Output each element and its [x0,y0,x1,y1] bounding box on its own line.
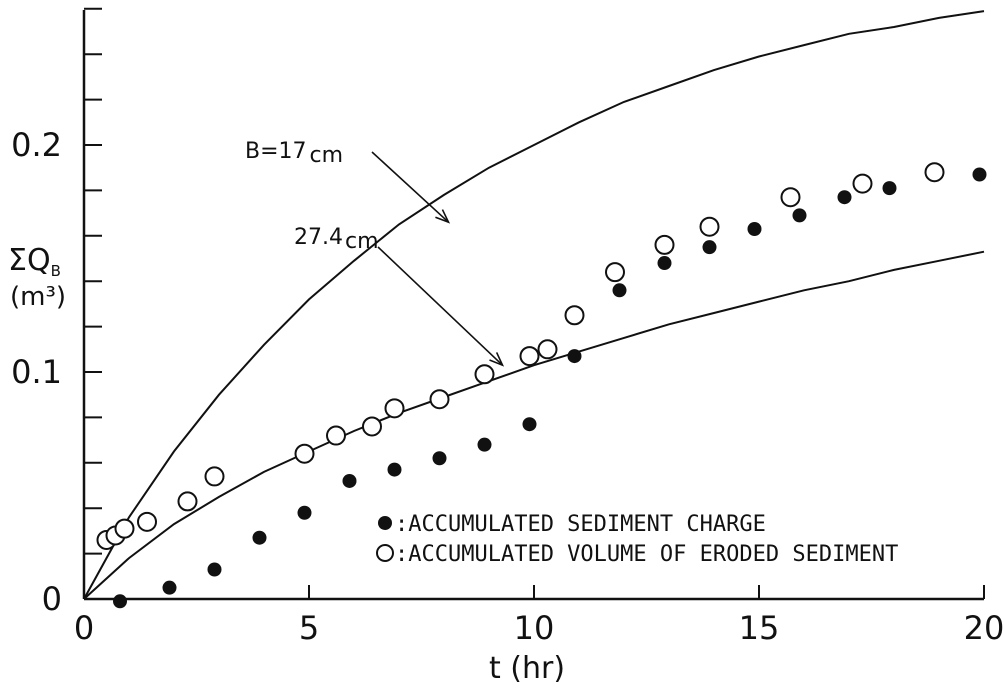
y-tick-labels: 0 0.1 0.2 [11,126,62,618]
point-sediment-charge [113,594,127,609]
point-sediment-charge [702,240,717,255]
y-axis-label-symbol: ΣQ [8,243,51,278]
point-sediment-charge [342,473,357,488]
curve-label-arrows [371,151,505,367]
point-sediment-charge [162,580,177,595]
y-tick-label-0: 0 [42,580,62,618]
point-sediment-charge [432,451,447,466]
point-sediment-charge [207,562,222,577]
curve-label-b274-unit: cm [345,229,379,254]
point-eroded-volume [537,339,558,360]
point-sediment-charge [612,283,627,298]
point-eroded-volume [852,173,873,194]
point-sediment-charge [522,417,537,432]
model-curve-1 [83,250,985,600]
point-eroded-volume [699,216,720,237]
data-points [96,162,987,609]
y-axis-label-unit: (m³) [10,282,66,312]
point-sediment-charge [837,190,852,205]
legend-label-eroded-volume: :ACCUMULATED VOLUME OF ERODED SEDIMENT [395,542,898,567]
point-eroded-volume [605,262,625,283]
curve-label-b274: 27.4cm [294,225,379,254]
point-eroded-volume [924,162,945,183]
point-eroded-volume [474,364,495,385]
y-axis-label-subscript: B [51,262,61,280]
curve-arrow-0 [371,151,450,223]
y-minor-ticks [84,7,102,555]
x-tick-labels: 0 5 10 15 20 [74,609,1004,647]
point-sediment-charge [252,530,267,545]
point-sediment-charge [477,437,492,452]
y-axis-label: ΣQB (m³) [8,243,66,312]
curve-label-b17: B=17 cm [245,139,343,168]
x-tick-label-2: 10 [514,609,555,647]
point-sediment-charge [747,221,762,236]
legend-marker-open-circle [376,544,394,562]
axes [82,7,985,601]
curve-arrowhead-0 [435,209,451,224]
curve-label-b17-value: B=17 [245,139,307,164]
point-sediment-charge [882,181,897,196]
model-curves [83,10,985,600]
y-tick-label-1: 0.1 [11,353,62,391]
point-sediment-charge [567,349,582,364]
x-ticks [308,585,985,599]
curve-label-b17-unit: cm [310,143,344,168]
x-tick-label-1: 5 [299,609,319,647]
point-sediment-charge [297,505,312,520]
point-eroded-volume [429,389,450,410]
point-eroded-volume [114,518,135,539]
x-tick-label-0: 0 [74,609,94,647]
point-eroded-volume [384,398,405,419]
curve-arrowhead-1 [489,352,505,367]
point-eroded-volume [177,491,198,512]
point-sediment-charge [972,167,987,182]
x-tick-label-4: 20 [964,609,1004,647]
legend: :ACCUMULATED SEDIMENT CHARGE :ACCUMULATE… [376,512,898,567]
curve-arrow-1 [377,246,504,366]
x-tick-label-3: 15 [739,609,780,647]
point-eroded-volume [137,511,157,532]
point-sediment-charge [657,256,672,271]
legend-marker-filled-circle [378,516,392,530]
point-eroded-volume [362,416,382,437]
y-tick-label-2: 0.2 [11,126,62,164]
point-sediment-charge [792,208,807,223]
svg-text:ΣQB: ΣQB [8,243,61,280]
point-sediment-charge [387,462,402,477]
point-eroded-volume [654,234,675,255]
model-curve-0 [83,10,985,600]
point-eroded-volume [780,187,801,208]
point-eroded-volume [294,443,315,464]
legend-label-sediment-charge: :ACCUMULATED SEDIMENT CHARGE [395,512,766,537]
point-eroded-volume [564,305,585,326]
curve-label-b274-value: 27.4 [294,225,343,250]
point-eroded-volume [326,425,346,446]
x-axis-label: t (hr) [489,651,565,686]
point-eroded-volume [204,466,225,487]
point-eroded-volume [519,346,540,367]
